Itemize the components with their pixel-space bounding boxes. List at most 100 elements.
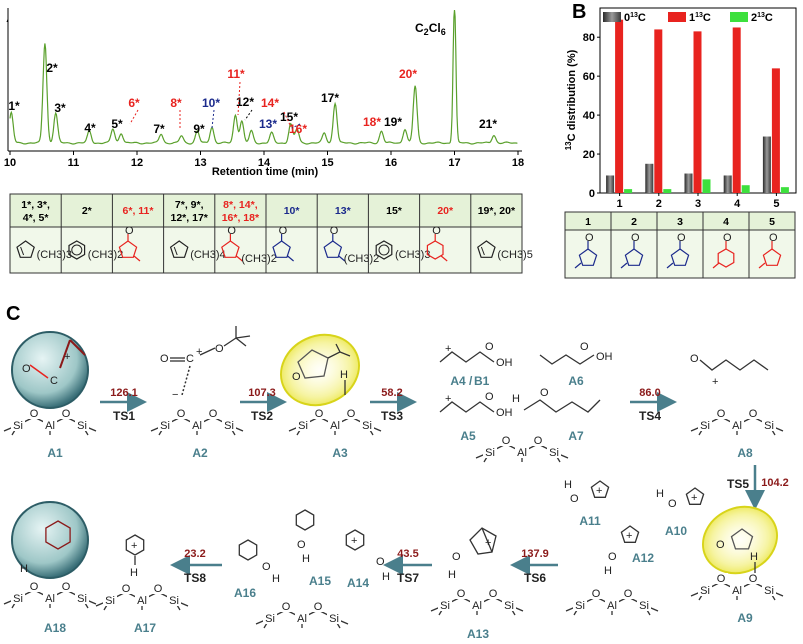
pore-sphere (11, 501, 89, 579)
bar-chart-y-label: 13C distribution (%) (564, 49, 578, 150)
bar (615, 19, 624, 194)
structure-oxygen: O (723, 232, 732, 244)
zeolite-atom: Si (764, 420, 774, 432)
a2-carbon: C (186, 353, 194, 365)
legend-label: 113C (689, 12, 711, 24)
zeolite-site: Si O Al O Si (3, 408, 97, 436)
peak-label: 4* (84, 121, 96, 135)
a3-oxygen: O (292, 371, 301, 383)
bar (780, 187, 789, 193)
intermediate-label: A18 (44, 621, 66, 635)
structure-substituent: (CH3)2 (241, 253, 276, 265)
bar (624, 189, 633, 193)
a10-h: H (656, 488, 664, 500)
zeolite-atom: O (62, 581, 71, 593)
table-a-cell-label: 15* (386, 205, 403, 217)
a8-oxygen: O (690, 353, 699, 365)
intermediate-label: A10 (665, 524, 687, 538)
zeolite-atom: O (314, 601, 323, 613)
intermediate-label: A11 (579, 514, 601, 528)
bar-chart-y-tick: 40 (583, 110, 595, 122)
structure-substituent: (CH3)3 (395, 249, 430, 261)
bar (702, 179, 711, 193)
table-a-cell-label: 7*, 9*, (175, 199, 204, 211)
a11-h: H (564, 479, 572, 491)
a6-oxygen: O (580, 341, 589, 353)
ring-structure (730, 528, 754, 550)
compound-table-b: 1 O 2 O 3 O 4 O 5 O (564, 211, 796, 279)
a4-oh: OH (496, 357, 513, 369)
table-a-cell-label: 2* (82, 205, 93, 217)
peak-label: 20* (399, 67, 417, 81)
zeolite-atom: O (30, 581, 39, 593)
zeolite-atom: Si (700, 420, 710, 432)
peak-label: 6* (128, 96, 140, 110)
structure-oxygen: O (432, 225, 441, 237)
a2-oxygen: O (160, 353, 169, 365)
ring-structure (620, 525, 640, 543)
c2cl6-label: C2Cl6 (415, 21, 446, 37)
zeolite-atom: O (592, 588, 601, 600)
zeolite-atom: Si (13, 420, 23, 432)
energy-barrier: 23.2 (184, 548, 205, 560)
energy-barrier: 104.2 (761, 477, 789, 489)
table-a-cell-label: 19*, 20* (478, 205, 516, 217)
transition-state-label: TS4 (639, 409, 661, 423)
structure-icon: (CH3)5 (477, 240, 533, 261)
structure-oxygen: O (125, 225, 134, 237)
intermediate-label: A8 (737, 446, 753, 460)
zeolite-atom: Al (517, 447, 527, 459)
energy-barrier: 58.2 (381, 387, 402, 399)
legend-label: 013C (624, 12, 646, 24)
zeolite-atom: Si (362, 420, 372, 432)
bar-chart-x-tick: 1 (617, 198, 623, 210)
table-b-header: 4 (723, 216, 729, 228)
zeolite-atom: Si (265, 613, 275, 625)
zeolite-site: Si O Al O Si (430, 588, 524, 616)
a5-plus: + (445, 393, 451, 405)
a6-oh: OH (596, 351, 613, 363)
zeolite-atom: O (457, 588, 466, 600)
chromatogram-x-ticks: 10 11 12 13 14 15 16 17 18 (4, 151, 524, 169)
energy-barrier: 86.0 (639, 387, 660, 399)
bar (654, 29, 663, 194)
zeolite-atom: O (209, 408, 218, 420)
separator: / (469, 374, 473, 388)
structure-icon: (CH3)3 (375, 240, 430, 261)
peak-label: 19* (384, 115, 402, 129)
bar-chart-x-tick: 3 (695, 198, 701, 210)
table-a-cell-label: 16*, 18* (222, 212, 260, 224)
a12-h: H (604, 565, 612, 577)
bar-chart-x-tick: 2 (656, 198, 662, 210)
structure-oxygen: O (585, 232, 594, 244)
ring-structure (590, 480, 610, 498)
zeolite-atom: O (154, 583, 163, 595)
zeolite-atom: O (315, 408, 324, 420)
table-a-cell-label: 20* (437, 205, 454, 217)
zeolite-atom: O (717, 573, 726, 585)
compound-table-a: 1*, 3*,4*, 5* (CH3)3 2* (CH3)2 6*, 11* O 7*, 9… (9, 193, 533, 274)
zeolite-atom: Si (13, 593, 23, 605)
zeolite-atom: Si (298, 420, 308, 432)
bar (684, 173, 693, 193)
zeolite-atom: Si (77, 420, 87, 432)
transition-state-label: TS5 (727, 477, 749, 491)
ring-structure (125, 534, 145, 556)
a4-plus: + (445, 343, 451, 355)
zeolite-atom: O (282, 601, 291, 613)
structure-oxygen: O (769, 232, 778, 244)
zeolite-site: Si O Al O Si (95, 583, 189, 611)
table-a-cell-label: 6*, 11* (123, 205, 155, 217)
energy-barrier: 137.9 (521, 548, 549, 560)
intermediate-label: A16 (234, 586, 256, 600)
table-a-cell-label: 4*, 5* (23, 212, 50, 224)
structure-oxygen: O (330, 225, 339, 237)
zeolite-site: Si O Al O Si (690, 573, 784, 601)
zeolite-atom: O (749, 408, 758, 420)
table-a-cell-label: 10* (284, 205, 301, 217)
ring-structure (685, 487, 705, 505)
